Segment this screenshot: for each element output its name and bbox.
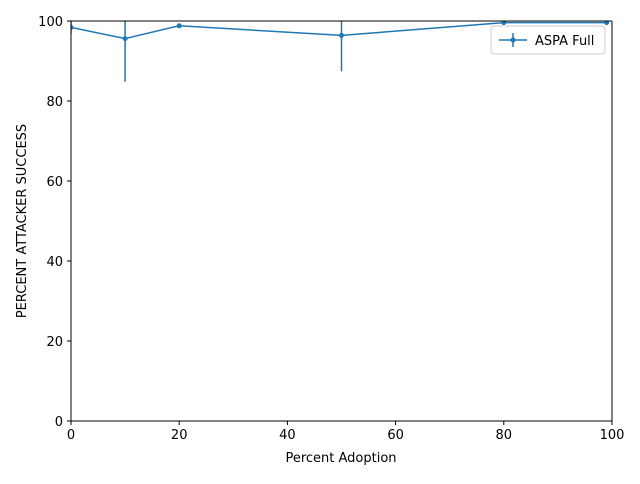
legend-swatch-aspa-full xyxy=(499,33,527,47)
y-axis-ticks: 0 20 40 60 80 100 xyxy=(38,15,71,430)
y-tick-label: 0 xyxy=(55,415,63,430)
x-tick-label: 20 xyxy=(171,428,188,443)
x-tick-label: 100 xyxy=(600,428,625,443)
data-point xyxy=(176,23,182,29)
legend-box xyxy=(490,25,606,55)
series-layer xyxy=(71,21,610,82)
y-tick-label: 60 xyxy=(46,175,63,190)
series-0 xyxy=(71,21,610,82)
data-point xyxy=(501,21,507,26)
legend[interactable]: ASPA Full xyxy=(490,25,606,55)
data-point xyxy=(122,36,128,42)
series-line xyxy=(71,21,607,40)
axes-frame xyxy=(70,20,613,422)
x-axis-ticks: 0 20 40 60 80 100 xyxy=(67,421,625,443)
y-tick-label: 20 xyxy=(46,335,63,350)
y-tick-label: 80 xyxy=(46,95,63,110)
legend-label-aspa-full: ASPA Full xyxy=(535,34,594,49)
y-tick-label: 100 xyxy=(38,15,63,30)
y-axis-label: PERCENT ATTACKER SUCCESS xyxy=(15,124,30,318)
x-tick-label: 0 xyxy=(67,428,75,443)
data-point xyxy=(604,21,610,26)
x-tick-label: 60 xyxy=(387,428,404,443)
x-axis-label: Percent Adoption xyxy=(285,451,396,466)
data-point xyxy=(339,32,344,38)
data-point xyxy=(71,24,74,30)
y-tick-label: 40 xyxy=(46,255,63,270)
x-tick-label: 80 xyxy=(496,428,513,443)
x-tick-label: 40 xyxy=(279,428,296,443)
legend-swatch-marker xyxy=(510,37,516,43)
